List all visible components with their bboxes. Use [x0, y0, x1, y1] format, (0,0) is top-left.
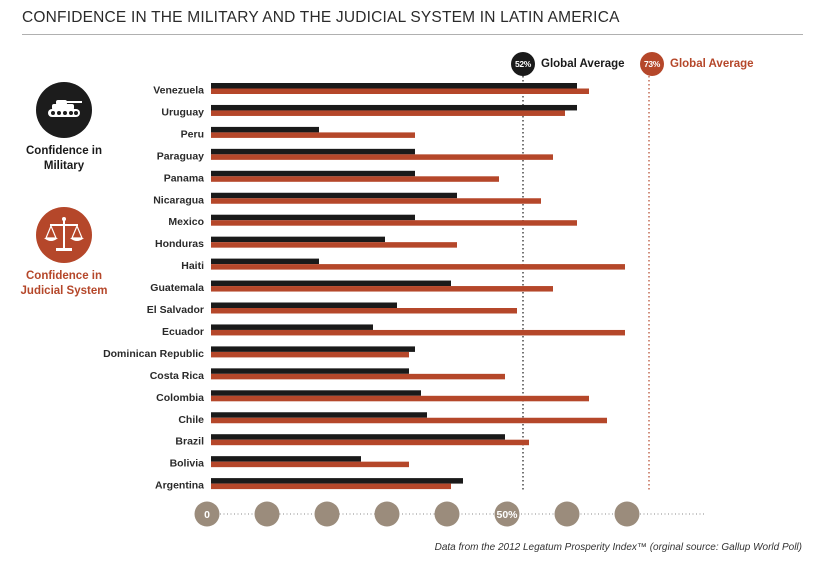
category-label: Panama — [164, 172, 204, 184]
judicial-bar — [211, 88, 589, 94]
tank-icon — [36, 82, 92, 138]
judicial-average-marker: 73% Global Average — [640, 52, 754, 76]
category-label: Honduras — [155, 238, 204, 250]
x-tick-marker — [314, 501, 340, 527]
military-average-badge: 52% — [511, 52, 535, 76]
category-label: Haiti — [181, 260, 204, 272]
judicial-bar — [211, 176, 499, 182]
military-bar — [211, 346, 415, 352]
category-label: Ecuador — [162, 326, 204, 338]
judicial-bar — [211, 286, 553, 292]
military-bar — [211, 192, 457, 199]
judicial-bar — [211, 264, 625, 270]
category-label: Chile — [178, 414, 204, 426]
category-label: Nicaragua — [153, 194, 204, 206]
category-label: Bolivia — [170, 458, 205, 470]
x-tick-marker — [254, 501, 280, 527]
category-label: Colombia — [156, 392, 204, 404]
category-label: Venezuela — [153, 85, 204, 97]
judicial-bar — [211, 242, 457, 248]
x-tick-marker — [434, 501, 460, 527]
category-label: Brazil — [175, 436, 204, 448]
chart-title: CONFIDENCE IN THE MILITARY AND THE JUDIC… — [22, 9, 620, 26]
military-bar — [211, 170, 415, 177]
legend-judicial-label: Confidence in Judicial System — [20, 270, 108, 297]
military-bar — [211, 236, 385, 243]
military-bar — [211, 148, 415, 155]
legend-judicial: Confidence in Judicial System — [16, 207, 112, 299]
category-label: Peru — [181, 128, 204, 140]
military-bar — [211, 456, 361, 462]
judicial-bar — [211, 220, 577, 226]
category-label: El Salvador — [147, 304, 204, 316]
x-tick-label: 0 — [204, 509, 210, 521]
military-bar — [211, 126, 319, 133]
military-average-label: Global Average — [541, 58, 625, 70]
military-bar — [211, 412, 427, 418]
legend-military: Confidence in Military — [24, 82, 104, 174]
judicial-bar — [211, 329, 625, 336]
category-label: Paraguay — [157, 150, 204, 162]
x-tick-marker — [614, 501, 640, 527]
source-note: Data from the 2012 Legatum Prosperity In… — [434, 542, 802, 553]
military-bar — [211, 324, 373, 330]
military-bar — [211, 214, 415, 221]
x-tick-marker — [494, 501, 520, 527]
military-bar — [211, 104, 577, 111]
x-tick-marker — [374, 501, 400, 527]
legend-military-label: Confidence in Military — [25, 145, 103, 172]
category-label: Guatemala — [150, 282, 204, 294]
x-tick-marker — [194, 501, 220, 527]
military-bar — [211, 368, 409, 374]
military-bar — [211, 302, 397, 308]
judicial-bar — [211, 483, 451, 490]
military-bar — [211, 280, 451, 287]
scales-of-justice-icon — [36, 207, 92, 263]
judicial-bar — [211, 417, 607, 424]
judicial-bar — [211, 308, 517, 314]
military-bar — [211, 258, 319, 265]
category-label: Mexico — [168, 216, 204, 228]
military-average-marker: 52% Global Average — [511, 52, 625, 76]
category-label: Dominican Republic — [103, 348, 204, 360]
judicial-bar — [211, 132, 415, 138]
military-bar — [211, 478, 463, 484]
x-tick-marker — [554, 501, 580, 527]
x-tick-label: 50% — [496, 509, 518, 521]
judicial-bar — [211, 154, 553, 160]
military-bar — [211, 434, 505, 440]
judicial-bar — [211, 110, 565, 116]
military-bar — [211, 390, 421, 396]
title-divider — [22, 34, 803, 35]
judicial-average-label: Global Average — [670, 58, 754, 70]
military-bar — [211, 83, 577, 89]
category-label: Costa Rica — [150, 370, 204, 382]
judicial-bar — [211, 395, 589, 402]
judicial-bar — [211, 439, 529, 446]
judicial-bar — [211, 373, 505, 380]
category-label: Uruguay — [161, 106, 204, 118]
judicial-average-badge: 73% — [640, 52, 664, 76]
judicial-bar — [211, 198, 541, 204]
judicial-bar — [211, 351, 409, 358]
judicial-bar — [211, 461, 409, 468]
category-label: Argentina — [155, 480, 204, 492]
